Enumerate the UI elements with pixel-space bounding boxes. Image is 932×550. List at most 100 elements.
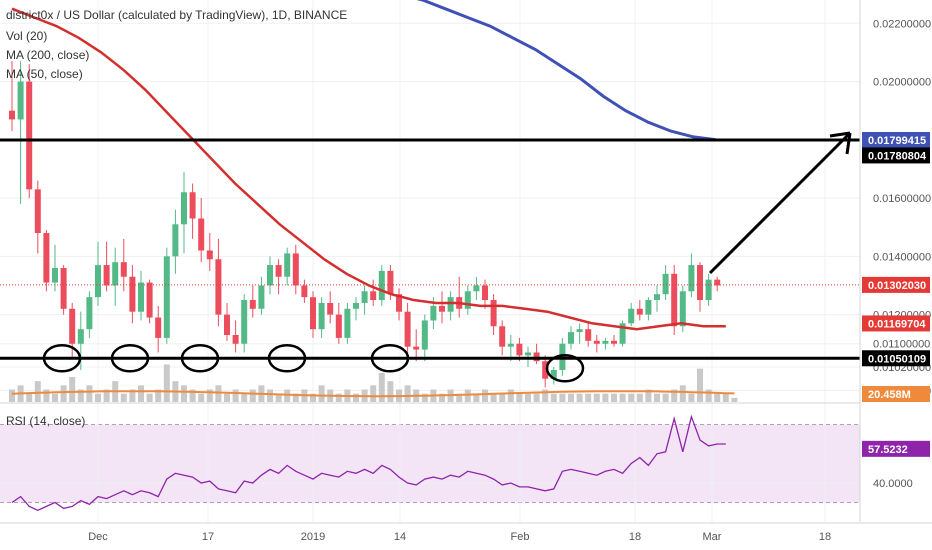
volume-bar bbox=[120, 393, 127, 402]
volume-bar bbox=[103, 389, 110, 402]
candle-body bbox=[568, 332, 574, 344]
volume-bar bbox=[722, 393, 729, 402]
candle-body bbox=[318, 302, 325, 330]
candle-body bbox=[9, 110, 15, 120]
projection-arrow bbox=[708, 131, 852, 275]
volume-bar bbox=[550, 393, 557, 402]
ma50-label: MA (50, close) bbox=[6, 67, 83, 81]
symbol-title: district0x / US Dollar (calculated by Tr… bbox=[6, 8, 348, 22]
candle-body bbox=[361, 291, 368, 303]
candle-body bbox=[241, 300, 248, 344]
volume-bar bbox=[335, 393, 342, 402]
candle-body bbox=[499, 326, 506, 347]
candle-body bbox=[507, 343, 514, 347]
volume-bar bbox=[671, 389, 678, 402]
volume-bar bbox=[310, 393, 316, 402]
rsi-band bbox=[0, 424, 860, 503]
candle-body bbox=[636, 308, 643, 315]
candle-body bbox=[602, 340, 609, 344]
volume-bar bbox=[611, 393, 617, 402]
candle-body bbox=[370, 291, 377, 301]
candle-body bbox=[705, 279, 712, 301]
volume-bar bbox=[636, 393, 643, 402]
volume-bar bbox=[602, 393, 609, 402]
volume-bar bbox=[249, 389, 256, 402]
candle-body bbox=[378, 270, 385, 301]
candle-body bbox=[138, 282, 144, 312]
candle-body bbox=[679, 291, 686, 327]
ma50-line bbox=[11, 7, 726, 331]
candle-body bbox=[439, 305, 445, 312]
x-tick-label: 14 bbox=[394, 531, 406, 543]
candle-body bbox=[662, 273, 669, 295]
price-label: 0.01780804 bbox=[868, 150, 927, 162]
volume-bar bbox=[507, 389, 514, 402]
volume-bar bbox=[619, 393, 626, 402]
candle-body bbox=[258, 285, 265, 309]
candle-body bbox=[146, 282, 153, 318]
candle-body bbox=[697, 265, 703, 301]
x-tick-label: 17 bbox=[202, 531, 214, 543]
volume-bar bbox=[52, 393, 58, 402]
candle-body bbox=[215, 259, 222, 315]
candle-body bbox=[267, 265, 273, 286]
volume-bar bbox=[189, 389, 196, 402]
volume-bar bbox=[387, 381, 394, 402]
volume-bar bbox=[654, 393, 660, 402]
support-circle bbox=[42, 344, 82, 373]
ma200-line bbox=[416, 0, 717, 142]
candle-body bbox=[60, 268, 67, 309]
volume-bar bbox=[353, 393, 359, 402]
y-tick-label: 0.01600000 bbox=[873, 193, 931, 205]
candle-body bbox=[120, 262, 127, 277]
candle-body bbox=[77, 329, 84, 344]
volume-bar bbox=[284, 389, 291, 402]
volume-bar bbox=[86, 385, 93, 402]
volume-bar bbox=[129, 389, 136, 402]
candle-body bbox=[387, 270, 394, 295]
y-tick-label: 0.02200000 bbox=[873, 18, 931, 30]
candle-body bbox=[129, 276, 136, 312]
volume-bar bbox=[525, 393, 531, 402]
rsi-label: RSI (14, close) bbox=[6, 414, 86, 428]
volume-bar bbox=[705, 389, 712, 402]
volume-bar bbox=[645, 389, 652, 402]
volume-bar bbox=[69, 377, 76, 402]
volume-bar bbox=[232, 389, 239, 402]
volume-bar bbox=[585, 393, 592, 402]
candle-body bbox=[301, 285, 308, 298]
candle-body bbox=[112, 262, 119, 286]
volume-bar bbox=[464, 389, 471, 402]
rsi-value-label: 57.5232 bbox=[868, 444, 908, 456]
candle-body bbox=[525, 352, 531, 356]
volume-bar bbox=[456, 393, 463, 402]
volume-bar bbox=[163, 364, 170, 402]
candle-body bbox=[163, 256, 170, 338]
volume-bar bbox=[241, 393, 248, 402]
volume-bar bbox=[688, 393, 695, 402]
volume-bar bbox=[473, 393, 480, 402]
candle-body bbox=[275, 265, 282, 277]
volume-bar bbox=[215, 385, 222, 402]
candle-body bbox=[353, 302, 359, 309]
support-circle bbox=[267, 344, 307, 373]
price-label-box bbox=[862, 315, 930, 332]
candle-body bbox=[17, 81, 24, 120]
candle-body bbox=[654, 294, 660, 301]
volume-bar bbox=[206, 389, 213, 402]
volume-bar bbox=[679, 385, 686, 402]
right-axis-bg bbox=[860, 0, 932, 550]
volume-bar bbox=[576, 393, 583, 402]
volume-bar bbox=[533, 393, 540, 402]
price-label-box bbox=[862, 386, 930, 402]
candle-body bbox=[593, 340, 600, 344]
candle-body bbox=[413, 346, 420, 350]
candle-body bbox=[69, 308, 76, 344]
volume-bar bbox=[559, 393, 566, 402]
candle-body bbox=[327, 302, 334, 315]
candle-body bbox=[447, 297, 454, 312]
volume-bar bbox=[593, 393, 600, 402]
candle-body bbox=[404, 311, 411, 347]
